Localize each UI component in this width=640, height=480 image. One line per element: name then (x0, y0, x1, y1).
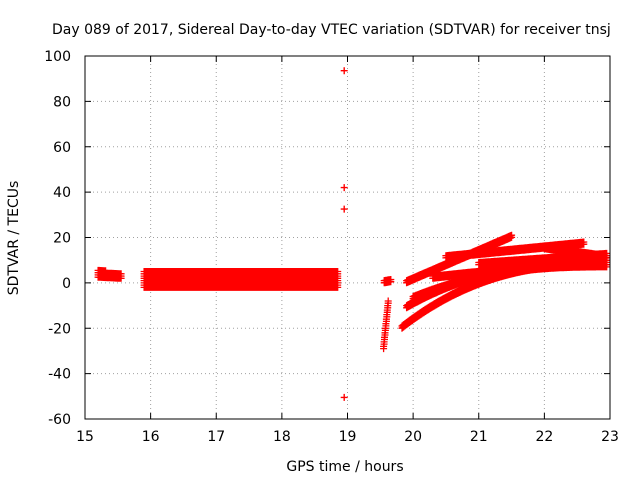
chart-title: Day 089 of 2017, Sidereal Day-to-day VTE… (52, 22, 611, 38)
axis-ticks (84, 55, 611, 420)
x-tick-label: 17 (207, 429, 225, 445)
x-tick-label: 18 (273, 429, 291, 445)
series-near-zero-19-6h (380, 276, 395, 287)
y-tick-label: 40 (53, 185, 71, 201)
data-point (340, 67, 348, 75)
x-tick-label: 22 (535, 429, 553, 445)
series-band-15-9-18-85h (140, 268, 342, 291)
y-tick-label: -20 (48, 321, 71, 337)
series-trend-5 (475, 249, 611, 269)
y-tick-label: 0 (62, 276, 71, 292)
y-tick-label: 80 (53, 94, 71, 110)
data-point (340, 184, 348, 192)
y-tick-label: -40 (48, 367, 71, 383)
data-points (94, 67, 611, 401)
y-tick-label: 20 (53, 231, 71, 247)
y-axis-label: SDTVAR / TECUs (6, 181, 22, 296)
data-point (340, 205, 348, 213)
x-axis-label: GPS time / hours (286, 459, 403, 475)
y-tick-label: 100 (44, 49, 71, 65)
y-tick-label: -60 (48, 412, 71, 428)
series-band-15-2-15-55h (94, 266, 125, 282)
y-tick-label: 60 (53, 140, 71, 156)
data-point (340, 393, 348, 401)
x-tick-label: 20 (404, 429, 422, 445)
x-tick-label: 21 (470, 429, 488, 445)
series-descending-19-55-19-65h (380, 297, 392, 353)
x-tick-label: 16 (142, 429, 160, 445)
x-tick-label: 23 (601, 429, 619, 445)
x-tick-label: 15 (76, 429, 94, 445)
grid-lines (85, 56, 610, 419)
axis-tick-labels: 15 16 17 18 19 20 21 22 23 -60 -40 -20 0 20 40 60 80 100 (44, 49, 619, 445)
x-tick-label: 19 (339, 429, 357, 445)
